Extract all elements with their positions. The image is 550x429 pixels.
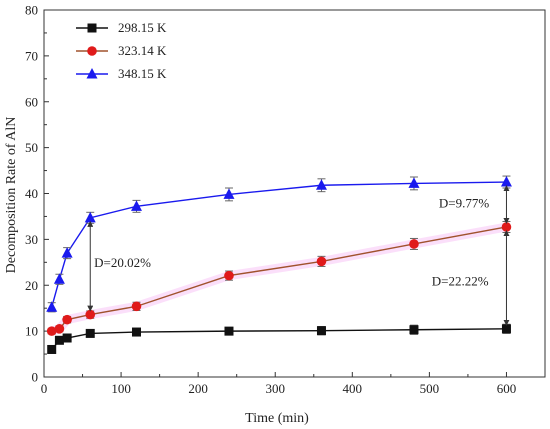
annotation-layer: D=20.02% D=9.77% D=22.22% [87,185,510,326]
y-tick-label: 20 [25,278,38,293]
y-axis-ticks: 0 10 20 30 40 50 60 70 80 [25,3,49,385]
data-point-348 [408,177,420,188]
data-point-348 [53,273,65,284]
data-point-323 [409,239,419,249]
data-point-298 [47,344,57,354]
data-point-298 [85,328,95,338]
data-point-348 [223,188,235,199]
legend-item-298: 298.15 K [76,20,167,35]
y-axis-title: Decomposition Rate of AlN [4,117,19,274]
data-point-323 [54,324,65,334]
data-point-348 [130,200,142,211]
x-tick-label: 300 [265,381,285,396]
y-tick-label: 40 [25,186,38,201]
legend-marker-348 [86,68,98,79]
data-point-323 [46,326,57,336]
data-point-323 [501,222,512,232]
legend-item-323: 323.14 K [76,43,167,58]
annotation-label: D=9.77% [439,195,489,210]
series-layer [46,175,512,354]
data-point-348 [84,211,96,223]
y-tick-label: 10 [25,324,38,339]
annotation-label: D=22.22% [432,273,489,288]
legend-label-348: 348.15 K [118,66,167,81]
x-tick-label: 100 [111,381,131,396]
x-axis-title: Time (min) [245,411,309,426]
data-point-298 [501,324,511,334]
data-point-298 [54,335,64,345]
x-tick-label: 500 [420,381,440,396]
y-tick-label: 50 [25,140,38,155]
data-point-323 [131,301,142,312]
x-tick-label: 600 [497,381,517,396]
x-axis-ticks: 0 100 200 300 400 500 600 [41,372,516,396]
data-point-323 [224,270,234,281]
data-point-348 [61,247,73,258]
data-point-298 [131,327,141,337]
data-point-298 [62,333,72,343]
x-tick-label: 400 [343,381,363,396]
series-line-298 [51,328,507,350]
legend-marker-shape [87,46,97,56]
legend-marker-shape [86,68,98,79]
legend-marker-323 [87,46,97,56]
data-point-323 [62,314,72,325]
data-point-348 [46,301,58,312]
legend-marker-shape [87,23,97,33]
legend-marker-298 [87,23,97,33]
legend-label-298: 298.15 K [118,20,167,35]
x-tick-label: 200 [188,381,208,396]
y-tick-label: 60 [25,94,38,109]
series-298 [47,323,511,354]
data-point-298 [316,326,326,336]
data-point-348 [315,179,327,190]
y-tick-label: 80 [25,3,38,18]
data-point-298 [224,326,234,336]
legend: 298.15 K 323.14 K 348.15 K [76,20,167,81]
x-tick-label: 0 [41,381,48,396]
y-tick-label: 70 [25,48,38,63]
data-point-348 [500,176,512,187]
data-point-298 [409,325,419,335]
series-348 [46,175,512,313]
legend-label-323: 323.14 K [118,43,167,58]
annotation-label: D=20.02% [94,255,151,270]
data-point-323 [316,256,327,267]
y-tick-label: 30 [25,232,38,247]
y-tick-label: 0 [32,370,39,385]
data-point-323 [85,309,96,320]
legend-item-348: 348.15 K [76,66,167,81]
